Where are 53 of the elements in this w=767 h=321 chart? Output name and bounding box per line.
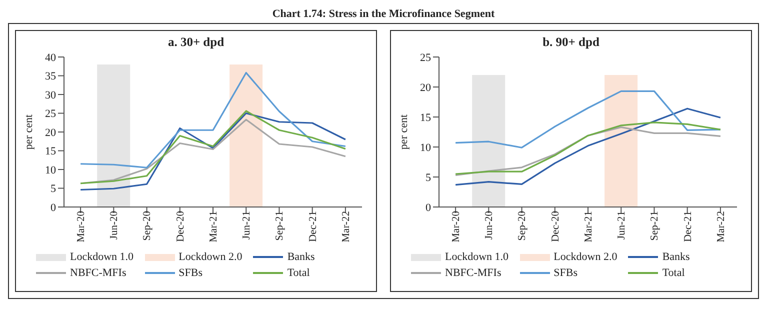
y-axis-title: per cent	[22, 114, 35, 150]
y-tick-label: 35	[45, 70, 56, 83]
legend-label: SFBs	[554, 267, 578, 279]
x-tick-label: Mar-21	[208, 211, 220, 242]
legend-label: SFBs	[178, 267, 203, 279]
y-tick-label: 0	[50, 202, 56, 214]
legend-label: Lockdown 1.0	[70, 251, 134, 263]
x-tick-label: Mar-22	[340, 211, 352, 242]
y-tick-label: 25	[420, 52, 432, 64]
x-tick-label: Mar-20	[451, 211, 462, 242]
y-tick-label: 0	[426, 202, 432, 214]
x-tick-label: Dec-21	[682, 211, 694, 242]
line-series	[80, 72, 346, 168]
x-tick-label: Jun-21	[616, 211, 628, 240]
legend-label: NBFC-MFIs	[445, 267, 502, 279]
x-tick-label: Sep-20	[517, 211, 528, 241]
caption: Chart 1.74: Stress in the Microfinance Segment	[271, 8, 496, 20]
line-series	[454, 90, 722, 148]
legend-label: NBFC-MFIs	[70, 267, 126, 279]
x-tick-label: Jun-20	[484, 211, 496, 240]
legend-label: Lockdown 1.0	[445, 251, 509, 263]
y-tick-label: 5	[50, 183, 56, 196]
chart-title: b. 90+ dpd	[542, 35, 600, 51]
x-tick-label: Mar-22	[716, 211, 727, 242]
x-tick-label: Dec-20	[550, 211, 562, 242]
x-tick-label: Sep-21	[650, 211, 661, 241]
y-tick-label: 25	[45, 108, 56, 120]
legend-label: Total	[287, 267, 310, 279]
legend-label: Lockdown 2.0	[554, 251, 618, 263]
y-tick-label: 30	[45, 89, 56, 102]
x-tick-label: Dec-21	[308, 211, 319, 242]
y-axis-title: per cent	[398, 114, 410, 150]
x-tick-label: Dec-20	[175, 211, 186, 242]
y-tick-label: 10	[420, 142, 432, 154]
x-tick-label: Mar-21	[583, 211, 594, 242]
x-tick-label: Sep-20	[142, 211, 154, 241]
legend-label: Total	[662, 267, 685, 279]
chart-title: a. 30+ dpd	[166, 35, 226, 51]
y-tick-label: 15	[45, 146, 56, 158]
legend-label: Lockdown 2.0	[178, 251, 242, 263]
y-tick-label: 20	[420, 82, 432, 94]
y-tick-label: 20	[45, 126, 56, 139]
y-tick-label: 40	[45, 52, 56, 64]
legend-label: Banks	[662, 251, 690, 263]
line-series	[454, 108, 722, 186]
y-tick-label: 15	[420, 112, 432, 124]
x-tick-label: Sep-21	[274, 211, 286, 241]
x-tick-label: Mar-20	[76, 211, 88, 242]
x-tick-label: Jun-21	[242, 211, 253, 240]
y-tick-label: 5	[426, 172, 432, 184]
x-tick-label: Jun-20	[109, 211, 120, 240]
y-tick-label: 10	[45, 164, 56, 176]
legend-label: Banks	[287, 251, 315, 263]
